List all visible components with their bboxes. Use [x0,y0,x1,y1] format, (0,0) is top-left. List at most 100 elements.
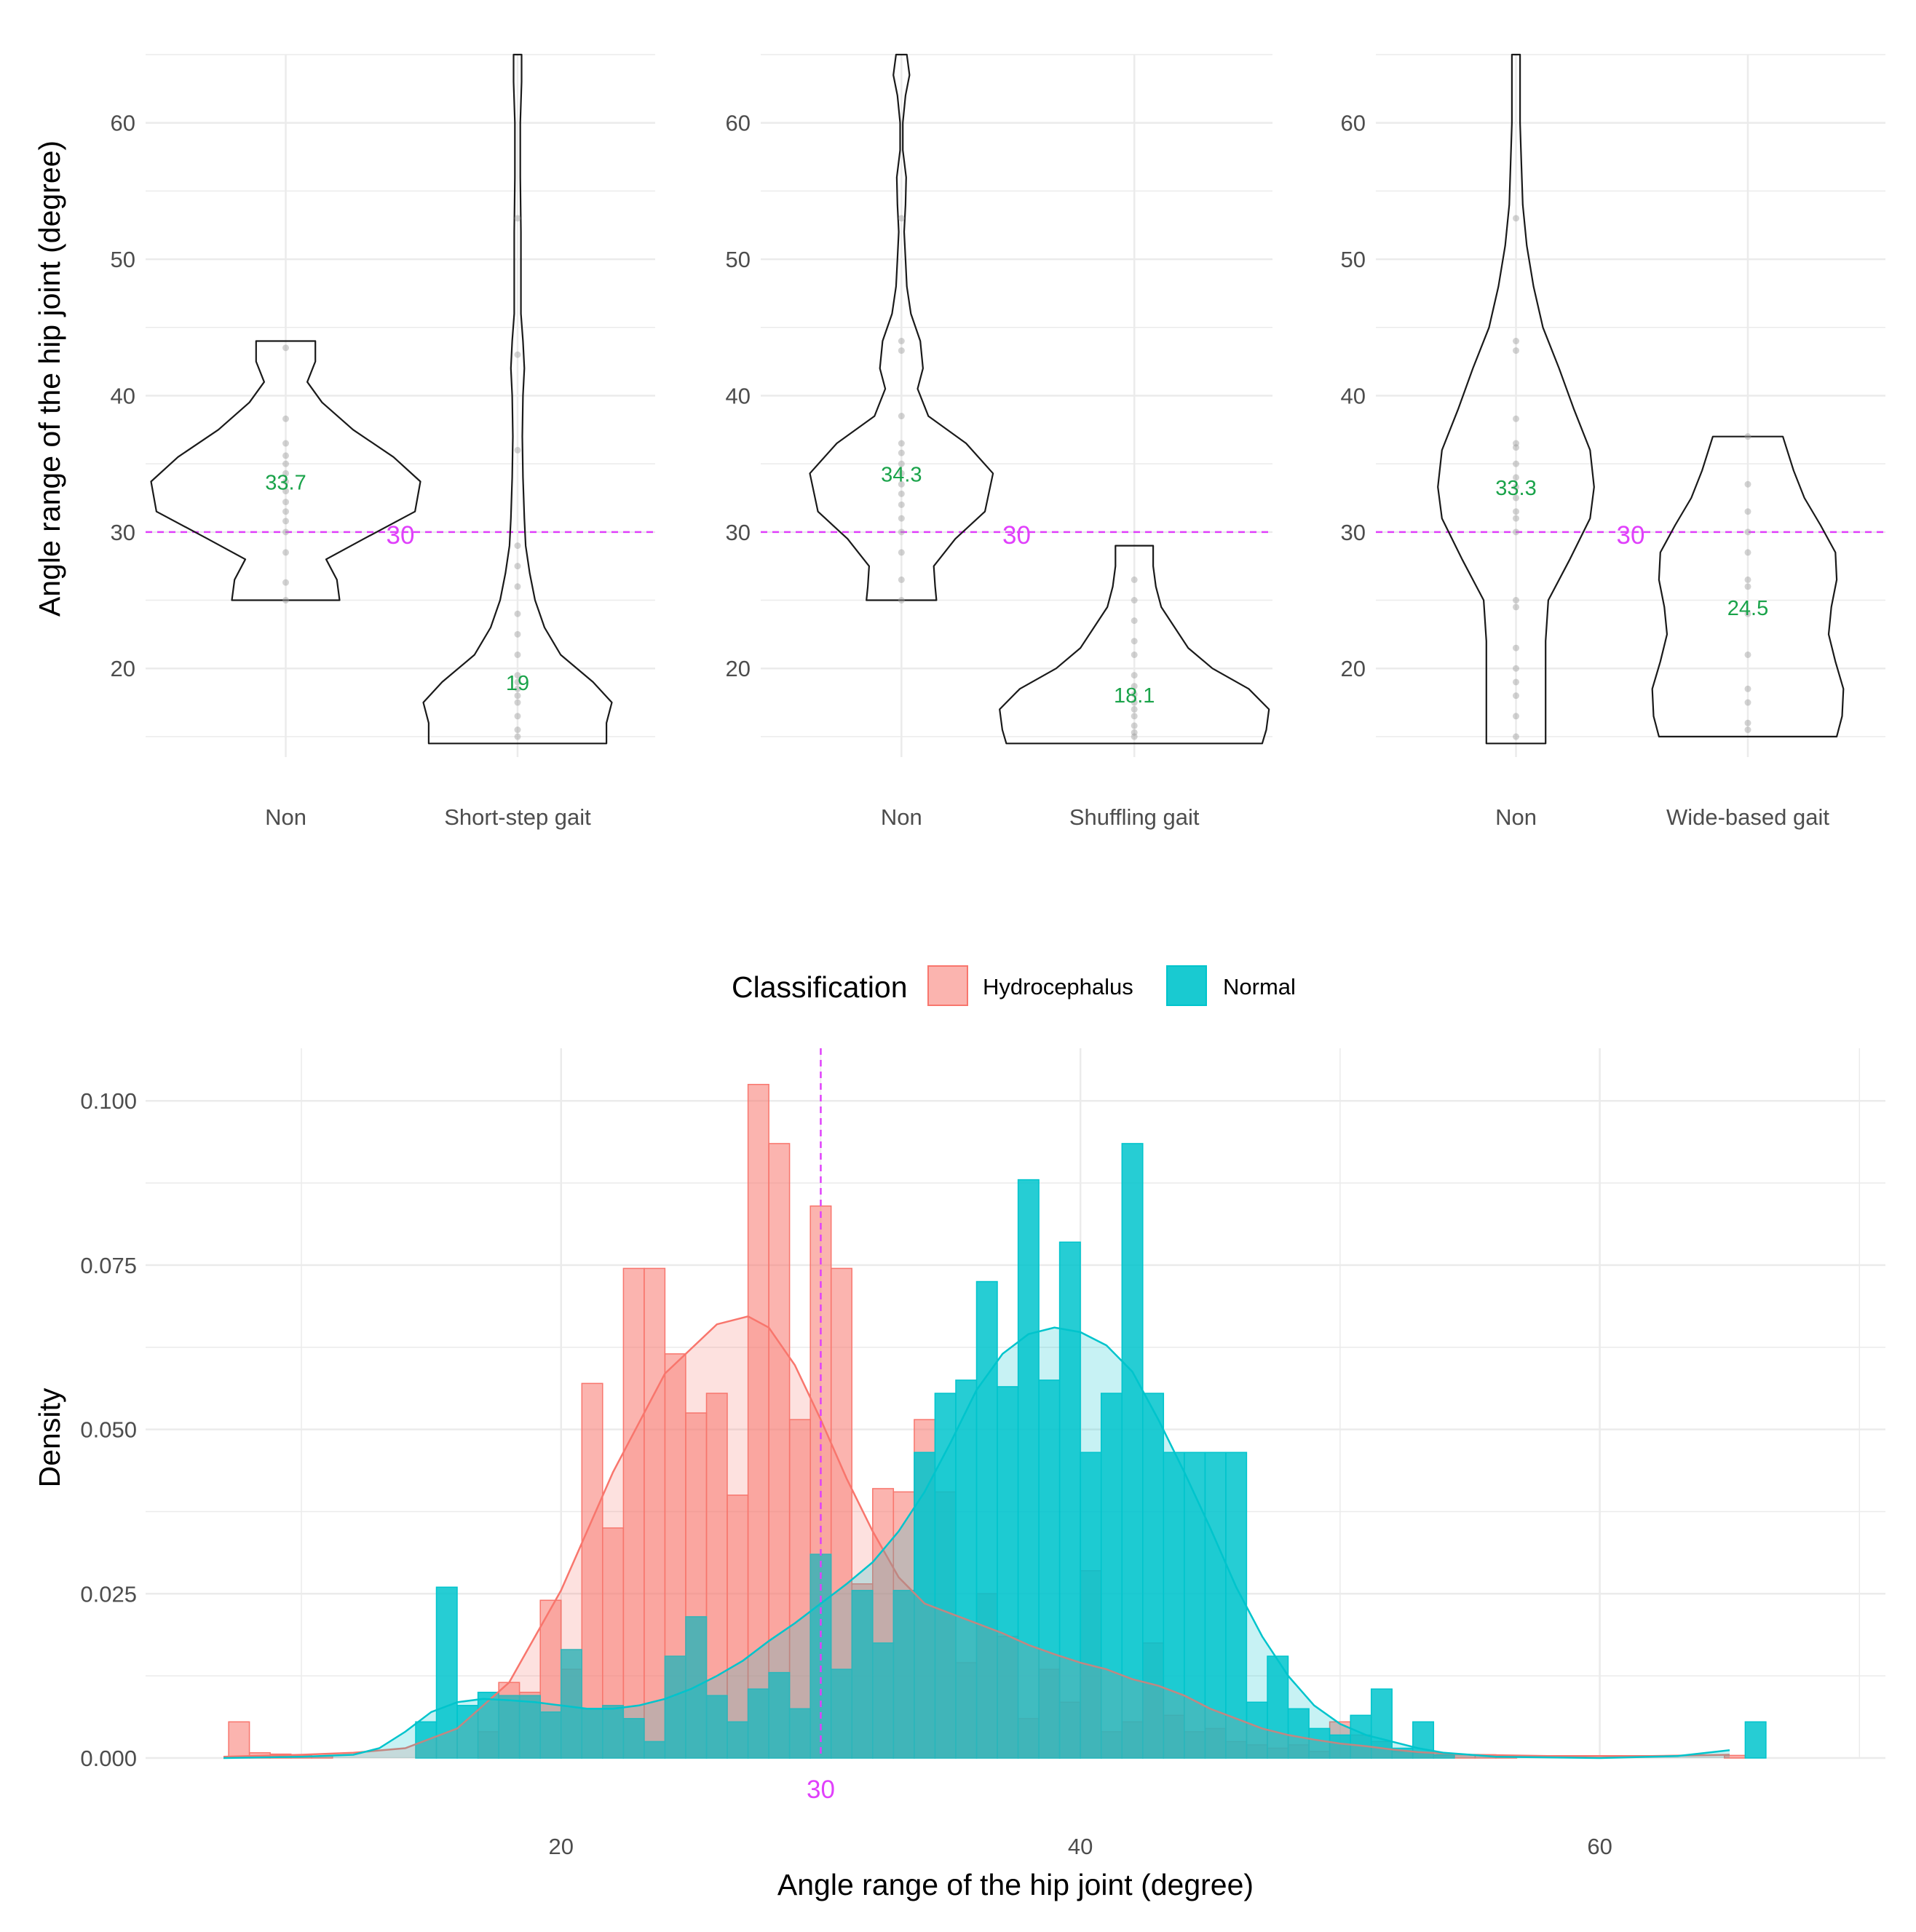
data-point [282,440,289,447]
violin-y-axis-title: Angle range of the hip joint (degree) [33,140,66,617]
violin-panel-3: 20 30 40 50 60 30 33.3 Non 24.5 Wide-based gait [1341,53,1885,830]
median-label: 19 [506,672,529,695]
histogram-plot: 0.000 0.025 0.050 0.075 0.100 20 40 60 30 [80,1048,1885,1859]
x-tick-label: 40 [1068,1834,1093,1859]
data-point [1513,733,1519,740]
histogram-bar [892,1590,915,1759]
data-point [1131,597,1138,604]
data-point [1744,610,1751,617]
legend-key-normal [1166,965,1207,1006]
data-point [898,490,905,497]
data-point [282,508,289,515]
data-point [898,215,905,222]
data-point [1513,415,1519,422]
y-tick-label: 60 [726,111,751,136]
histogram-bar [1308,1727,1331,1759]
violin-shape [1437,53,1595,745]
histogram-bar [477,1691,499,1759]
data-point [1131,713,1138,720]
reference-label: 30 [387,521,415,550]
density-curve [223,1315,1730,1758]
violin-short-step-gait: 19 Short-step gait [422,53,613,830]
data-point [514,713,521,720]
data-point [514,651,521,658]
violin-shape [150,340,421,601]
y-tick-label: 30 [111,520,135,545]
data-point [1513,508,1519,515]
data-point [898,480,905,488]
data-point [1744,699,1751,706]
data-point [1513,483,1519,491]
y-tick-label: 60 [111,111,135,136]
y-tick-label: 30 [1341,520,1366,545]
histogram-bar [602,1705,625,1759]
violin-shape [809,53,994,601]
histogram-bar [727,1721,749,1759]
data-point [514,699,521,706]
data-point [282,452,289,459]
histogram-x-axis-title: Angle range of the hip joint (degree) [777,1868,1254,1901]
data-point [1131,651,1138,658]
histogram-bar [1100,1393,1123,1759]
data-point [282,549,289,556]
data-point [514,446,521,454]
data-point [514,630,521,638]
y-tick-label: 20 [111,656,135,681]
histogram-bar [768,1671,791,1759]
histogram-bar [1142,1393,1165,1759]
violin-wide-based-gait: 24.5 Wide-based gait [1651,433,1845,830]
legend-label-hydrocephalus: Hydrocephalus [983,974,1133,999]
data-point [898,413,905,420]
violin-shuffling-gait: 18.1 Shuffling gait [999,545,1270,830]
data-point [1131,729,1138,736]
y-tick-label: 0.100 [80,1088,137,1114]
histogram-bar [560,1649,582,1759]
histogram-bar [955,1379,978,1759]
histogram-bar [727,1494,749,1759]
data-point [282,528,289,536]
data-point [1513,644,1519,652]
y-tick-label: 40 [111,383,135,408]
median-label: 33.3 [1495,477,1536,500]
data-point [282,488,289,495]
data-point [514,672,521,679]
violin-plots: 20 30 40 50 60 30 33.7 Non 19 Short-step gait 20 30… [111,53,1885,830]
data-point [1513,665,1519,672]
y-tick-label: 0.025 [80,1581,137,1607]
x-tick-label: Short-step gait [444,804,591,830]
data-point [1513,460,1519,467]
data-point [898,576,905,583]
x-tick-label: 60 [1587,1834,1612,1859]
y-tick-label: 50 [111,247,135,272]
data-point [1131,672,1138,679]
data-point [514,685,521,692]
histogram-bar [1017,1179,1040,1759]
legend-title: Classification [732,970,908,1004]
x-tick-label: Non [1495,804,1537,830]
histogram-bar [1246,1701,1268,1759]
legend: Classification Hydrocephalus Normal [732,965,1296,1006]
data-point [1131,722,1138,729]
data-point [1513,347,1519,355]
data-point [1513,337,1519,344]
data-point [1513,444,1519,451]
violin-non: 34.3 Non [809,53,994,830]
histogram-bar [1370,1688,1393,1759]
data-point [1744,508,1751,515]
y-tick-label: 0.075 [80,1253,137,1278]
histogram-bar [1267,1655,1289,1759]
histogram-bar [830,1668,852,1759]
histogram-bar [581,1382,603,1759]
histogram-bar [872,1642,895,1759]
data-point [1744,719,1751,727]
bars-normal [415,1143,1767,1759]
y-tick-label: 60 [1341,111,1366,136]
density-hydrocephalus [223,1315,1730,1758]
y-tick-label: 50 [726,247,751,272]
data-point [1513,474,1519,481]
data-point [1513,603,1519,611]
violin-shape [422,53,613,745]
violin-shape [999,545,1270,745]
data-point [282,579,289,586]
data-point [898,549,905,556]
